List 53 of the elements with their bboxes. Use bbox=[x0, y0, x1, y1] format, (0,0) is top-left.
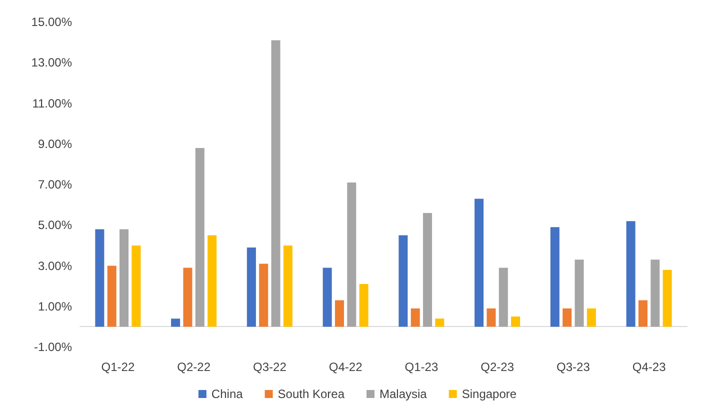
bar bbox=[626, 221, 636, 327]
legend-label: China bbox=[211, 387, 244, 401]
bar bbox=[486, 308, 496, 327]
bar bbox=[662, 270, 672, 327]
bar bbox=[334, 300, 344, 327]
x-tick-label: Q4-22 bbox=[328, 360, 363, 374]
bar bbox=[283, 245, 292, 327]
x-tick-label: Q3-23 bbox=[556, 360, 590, 374]
y-tick-label: -1.00% bbox=[34, 340, 72, 354]
bar bbox=[322, 268, 332, 327]
bar bbox=[398, 235, 408, 327]
bar bbox=[183, 268, 192, 327]
y-tick-label: 7.00% bbox=[38, 178, 72, 192]
y-tick-label: 3.00% bbox=[38, 258, 72, 273]
bar bbox=[435, 318, 444, 327]
legend-label: Malaysia bbox=[380, 387, 428, 401]
y-tick-label: 11.00% bbox=[32, 96, 72, 110]
bar bbox=[259, 264, 268, 327]
legend-label: South Korea bbox=[278, 387, 345, 401]
x-tick-label: Q1-22 bbox=[101, 360, 135, 374]
bar bbox=[195, 148, 204, 327]
y-tick-label: 1.00% bbox=[38, 299, 72, 314]
bar bbox=[562, 308, 572, 327]
bar bbox=[650, 260, 660, 327]
x-tick-label: Q1-23 bbox=[404, 360, 438, 374]
y-tick-label: 15.00% bbox=[31, 15, 72, 29]
bar bbox=[120, 229, 129, 327]
x-tick-label: Q3-22 bbox=[253, 360, 287, 374]
bar bbox=[586, 308, 596, 327]
bar bbox=[474, 198, 484, 327]
bar bbox=[271, 40, 280, 327]
bar bbox=[410, 308, 420, 327]
bar bbox=[246, 247, 256, 327]
x-tick-label: Q4-23 bbox=[632, 360, 666, 374]
bar bbox=[511, 316, 520, 327]
y-tick-label: 9.00% bbox=[38, 136, 72, 151]
bar bbox=[550, 227, 560, 327]
bar bbox=[638, 300, 648, 327]
y-tick-label: 5.00% bbox=[38, 218, 72, 232]
bar bbox=[208, 235, 217, 327]
bar bbox=[498, 268, 508, 327]
legend-label: Singapore bbox=[462, 387, 517, 401]
x-tick-label: Q2-23 bbox=[480, 360, 514, 374]
bar bbox=[347, 182, 356, 327]
bar bbox=[107, 266, 116, 327]
bar bbox=[95, 229, 104, 327]
y-tick-label: 13.00% bbox=[31, 56, 72, 70]
bar bbox=[359, 284, 368, 327]
x-tick-label: Q2-22 bbox=[177, 360, 211, 374]
bar bbox=[574, 260, 584, 327]
bar bbox=[171, 318, 180, 327]
bar bbox=[423, 212, 432, 327]
bar bbox=[132, 245, 141, 327]
